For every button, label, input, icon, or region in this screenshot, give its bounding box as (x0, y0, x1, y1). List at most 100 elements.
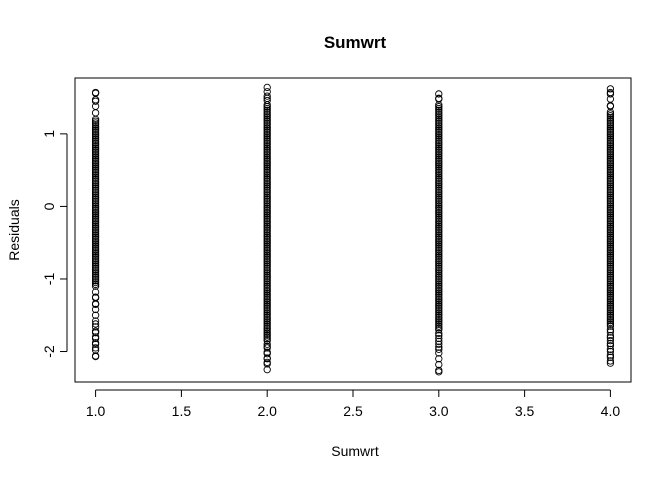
data-point (606, 157, 615, 165)
data-point (435, 137, 443, 145)
data-point (91, 275, 100, 283)
data-point (435, 313, 443, 321)
data-point (435, 188, 443, 196)
data-point (263, 179, 271, 187)
data-point (435, 153, 443, 162)
data-point (263, 195, 271, 203)
data-point (435, 177, 443, 185)
data-point (91, 224, 100, 232)
data-point (263, 224, 271, 232)
data-point (263, 248, 271, 256)
data-point (435, 277, 443, 285)
data-point (435, 217, 443, 225)
data-point (263, 153, 271, 162)
data-point (606, 326, 615, 334)
data-point (263, 182, 271, 191)
data-point (263, 268, 271, 276)
data-point (91, 132, 100, 140)
data-point (263, 275, 271, 283)
data-point (606, 331, 615, 340)
y-axis-label: Residuals (6, 199, 22, 260)
data-point (263, 146, 271, 154)
data-point (263, 309, 271, 318)
data-point (435, 262, 443, 270)
data-point (263, 271, 271, 279)
data-point (263, 311, 271, 319)
data-point (91, 320, 100, 328)
data-point (435, 229, 443, 238)
data-point (263, 92, 271, 100)
data-point (435, 157, 443, 165)
data-point (263, 348, 271, 356)
data-point (435, 142, 443, 151)
data-point (606, 202, 615, 211)
data-point (606, 226, 615, 234)
data-point (263, 307, 271, 316)
data-point (263, 335, 271, 343)
data-point (606, 193, 615, 202)
data-point (91, 231, 100, 240)
data-point (435, 309, 443, 318)
data-point (263, 113, 271, 122)
data-point (91, 273, 100, 281)
data-point (263, 306, 271, 314)
data-point (606, 132, 615, 140)
data-point (435, 150, 443, 158)
data-point (435, 121, 443, 129)
data-point (91, 109, 100, 117)
data-point (435, 322, 443, 330)
data-point (606, 139, 615, 147)
data-point (91, 157, 100, 165)
data-point (263, 170, 271, 178)
data-point (263, 215, 271, 223)
data-point (606, 311, 615, 319)
data-point (91, 346, 100, 354)
data-point (91, 151, 100, 160)
data-point (435, 295, 443, 303)
data-point (263, 126, 271, 134)
data-point (263, 190, 271, 198)
data-point (263, 360, 271, 368)
data-point (435, 244, 443, 252)
data-point (606, 278, 615, 287)
data-point (91, 210, 100, 218)
data-point (435, 108, 443, 116)
data-point (435, 266, 443, 274)
data-point (606, 166, 615, 174)
data-point (606, 322, 615, 330)
data-point (91, 311, 100, 319)
data-point (435, 340, 443, 348)
data-point (435, 219, 443, 227)
data-point (435, 302, 443, 310)
data-point (91, 200, 100, 209)
data-point (91, 182, 100, 191)
data-point (606, 171, 615, 180)
data-point (263, 295, 271, 303)
data-point (435, 240, 443, 249)
data-point (435, 320, 443, 328)
data-point (435, 148, 443, 156)
data-point (606, 291, 615, 299)
data-point (91, 179, 100, 187)
data-point (606, 262, 615, 270)
data-point (435, 282, 443, 290)
data-point (606, 251, 615, 260)
data-point (606, 273, 615, 281)
data-point (435, 106, 443, 114)
data-point (606, 255, 615, 263)
data-point (606, 188, 615, 196)
data-point (91, 237, 100, 245)
data-point (435, 208, 443, 216)
data-point (263, 284, 271, 292)
data-point (91, 240, 100, 249)
data-point (263, 251, 271, 260)
data-point (263, 104, 271, 113)
data-point (91, 257, 100, 265)
data-point (606, 195, 615, 203)
data-point (91, 162, 100, 171)
data-point (435, 269, 443, 278)
data-point (263, 162, 271, 171)
data-point (606, 144, 615, 153)
data-point (263, 327, 271, 336)
data-point (91, 124, 100, 133)
